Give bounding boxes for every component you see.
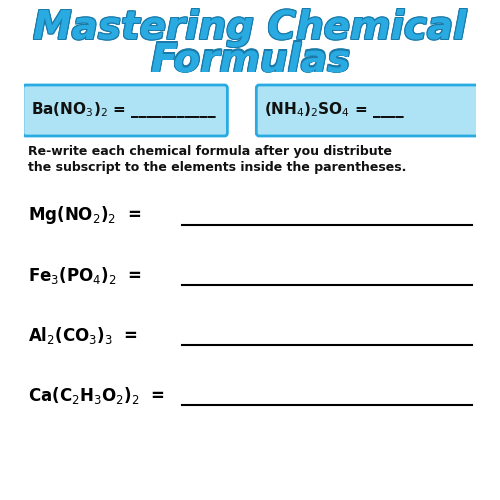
Text: Formulas: Formulas bbox=[151, 41, 351, 79]
Text: Fe$_3$(PO$_4$)$_2$  =: Fe$_3$(PO$_4$)$_2$ = bbox=[28, 264, 142, 285]
Text: Formulas: Formulas bbox=[151, 40, 351, 78]
Text: Mastering Chemical: Mastering Chemical bbox=[34, 8, 468, 46]
Text: Formulas: Formulas bbox=[151, 42, 351, 80]
Text: Ba(NO$_3$)$_2$ = ___________: Ba(NO$_3$)$_2$ = ___________ bbox=[31, 100, 216, 120]
Text: Al$_2$(CO$_3$)$_3$  =: Al$_2$(CO$_3$)$_3$ = bbox=[28, 324, 138, 345]
Text: Ca(C$_2$H$_3$O$_2$)$_2$  =: Ca(C$_2$H$_3$O$_2$)$_2$ = bbox=[28, 384, 165, 406]
Text: Formulas: Formulas bbox=[150, 40, 350, 78]
Text: Mastering Chemical: Mastering Chemical bbox=[34, 9, 468, 47]
Text: Mastering Chemical: Mastering Chemical bbox=[34, 10, 468, 48]
Text: (NH$_4$)$_2$SO$_4$ = ____: (NH$_4$)$_2$SO$_4$ = ____ bbox=[264, 100, 406, 120]
Text: Re-write each chemical formula after you distribute: Re-write each chemical formula after you… bbox=[28, 146, 392, 158]
Text: Mastering Chemical: Mastering Chemical bbox=[32, 10, 466, 48]
FancyBboxPatch shape bbox=[23, 85, 228, 136]
Text: Formulas: Formulas bbox=[149, 42, 349, 80]
Text: Formulas: Formulas bbox=[150, 42, 350, 80]
Text: Mastering Chemical: Mastering Chemical bbox=[34, 10, 467, 48]
Text: Mastering Chemical: Mastering Chemical bbox=[34, 8, 467, 46]
Text: Formulas: Formulas bbox=[149, 40, 349, 78]
Text: Mg(NO$_2$)$_2$  =: Mg(NO$_2$)$_2$ = bbox=[28, 204, 142, 226]
Text: Formulas: Formulas bbox=[150, 41, 350, 79]
Text: Mastering Chemical: Mastering Chemical bbox=[32, 9, 466, 47]
Text: Mastering Chemical: Mastering Chemical bbox=[34, 9, 467, 47]
Text: Formulas: Formulas bbox=[149, 41, 349, 79]
Text: Mastering Chemical: Mastering Chemical bbox=[32, 8, 466, 46]
Text: the subscript to the elements inside the parentheses.: the subscript to the elements inside the… bbox=[28, 162, 406, 174]
FancyBboxPatch shape bbox=[256, 85, 480, 136]
